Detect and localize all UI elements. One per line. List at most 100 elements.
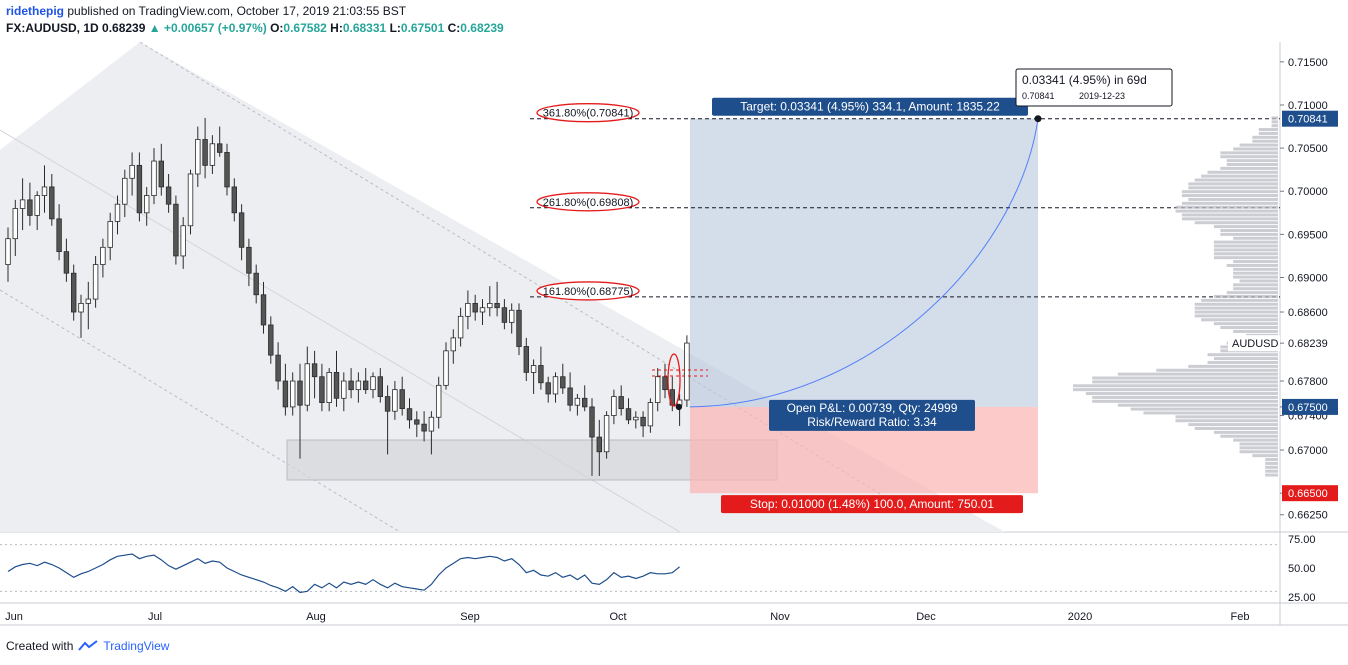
x-tick-label: 2020 xyxy=(1068,611,1092,623)
volume-bar xyxy=(1117,403,1278,407)
volume-bar xyxy=(1181,201,1278,205)
candle-body xyxy=(158,160,164,188)
candle xyxy=(647,398,654,433)
time-axis[interactable]: Jun Jul Aug Sep Oct Nov Dec 2020 Feb xyxy=(5,611,1249,623)
candle xyxy=(231,178,237,222)
candle-body xyxy=(209,143,216,166)
candle xyxy=(27,182,33,226)
price-label[interactable]: AUDUSD xyxy=(1228,335,1280,352)
open-label: O: xyxy=(270,21,284,35)
candle xyxy=(399,376,405,416)
volume-bar xyxy=(1213,252,1278,256)
volume-bar xyxy=(1207,353,1278,357)
y-tick-label: 0.69500 xyxy=(1288,229,1328,241)
volume-bar xyxy=(1188,197,1278,201)
projection-date: 2019-12-23 xyxy=(1079,91,1125,101)
candle-body xyxy=(560,376,566,389)
price-label[interactable]: 0.67500 xyxy=(1282,398,1338,415)
candle xyxy=(41,165,48,213)
price-axis[interactable]: 0.71500 0.71000 0.70500 0.70000 0.69500 0.690… xyxy=(1228,57,1338,522)
volume-bar xyxy=(1226,291,1278,295)
projection-curve[interactable] xyxy=(689,118,1039,408)
candle xyxy=(5,227,11,282)
candle-body xyxy=(516,309,522,347)
candle-body xyxy=(611,396,617,416)
candle-body xyxy=(523,346,529,373)
candle xyxy=(655,368,661,412)
candle xyxy=(640,411,646,438)
candle xyxy=(173,195,179,265)
candle-body xyxy=(268,324,274,356)
author-link[interactable]: ridethepig xyxy=(6,4,65,18)
candle xyxy=(596,419,602,476)
volume-bar xyxy=(1213,256,1278,260)
fib-label[interactable]: 261.80%(0.69808) xyxy=(536,192,640,212)
candle-body xyxy=(640,416,646,427)
candle-body xyxy=(122,177,128,205)
target-zone[interactable] xyxy=(689,118,1038,407)
fib-label-text: 361.80%(0.70841) xyxy=(543,108,634,120)
projection-tooltip[interactable]: 0.03341 (4.95%) in 69d 0.70841 2019-12-2… xyxy=(1015,68,1173,107)
volume-bar xyxy=(1181,213,1278,217)
candle xyxy=(530,359,537,394)
volume-bar xyxy=(1226,159,1278,163)
candle xyxy=(377,368,383,403)
candle-body xyxy=(202,139,208,166)
y-tick-label: 0.69000 xyxy=(1288,273,1328,285)
tradingview-logo-icon xyxy=(78,640,98,651)
y-tick-label: 0.67800 xyxy=(1288,376,1328,388)
volume-bar xyxy=(1233,287,1278,291)
symbol-label[interactable]: FX:AUDUSD, 1D xyxy=(6,21,99,35)
fib-label[interactable]: 161.80%(0.68775) xyxy=(536,281,640,301)
candle xyxy=(457,307,464,347)
candle xyxy=(136,152,143,222)
candle xyxy=(282,363,289,416)
candle-body xyxy=(633,416,639,421)
stop-label[interactable]: Stop: 0.01000 (1.48%) 100.0, Amount: 750… xyxy=(721,495,1023,514)
candle-body xyxy=(333,372,340,399)
candle-body xyxy=(71,272,77,313)
candle xyxy=(552,372,559,403)
candle xyxy=(19,178,26,231)
volume-bar xyxy=(1265,469,1278,473)
candle xyxy=(268,316,274,364)
volume-bar xyxy=(1213,240,1278,244)
candle-body xyxy=(12,208,18,240)
candle-body xyxy=(311,363,318,378)
candle xyxy=(545,376,551,403)
pnl-label[interactable]: Open P&L: 0.00739, Qty: 24999 Risk/Rewar… xyxy=(769,399,975,431)
y-tick-label: 0.71000 xyxy=(1288,100,1328,112)
projection-title: 0.03341 (4.95%) in 69d xyxy=(1022,73,1147,87)
target-point[interactable] xyxy=(1034,115,1042,123)
tradingview-brand[interactable]: TradingView xyxy=(103,639,170,653)
low-value: 0.67501 xyxy=(400,21,445,35)
volume-bar xyxy=(1194,221,1278,225)
candle xyxy=(370,372,376,399)
candle-body xyxy=(165,186,172,205)
volume-bar xyxy=(1239,442,1278,446)
candle-body xyxy=(297,380,303,406)
candle-body xyxy=(596,436,602,453)
candle xyxy=(384,385,391,455)
volume-bar xyxy=(1073,388,1278,392)
price-label[interactable]: 0.66500 xyxy=(1282,485,1338,502)
y-tick-label: 0.68239 xyxy=(1288,338,1328,350)
candle xyxy=(414,411,420,438)
y-tick-label: 0.71500 xyxy=(1288,57,1328,69)
candle xyxy=(516,303,522,356)
target-label[interactable]: Target: 0.03341 (4.95%) 334.1, Amount: 1… xyxy=(712,97,1028,116)
volume-bar xyxy=(1233,236,1278,240)
fib-label[interactable]: 361.80%(0.70841) xyxy=(536,103,640,123)
volume-bar xyxy=(1194,426,1278,430)
price-label[interactable]: 0.70841 xyxy=(1282,110,1338,127)
volume-bar xyxy=(1220,326,1278,330)
candle-body xyxy=(414,419,420,425)
candle-body xyxy=(49,186,55,220)
candle xyxy=(143,186,150,226)
highlight-ellipse[interactable] xyxy=(667,353,681,407)
candle-body xyxy=(538,365,544,384)
entry-point[interactable] xyxy=(675,403,683,411)
volume-bar xyxy=(1201,174,1278,178)
volume-bar xyxy=(1233,283,1278,287)
